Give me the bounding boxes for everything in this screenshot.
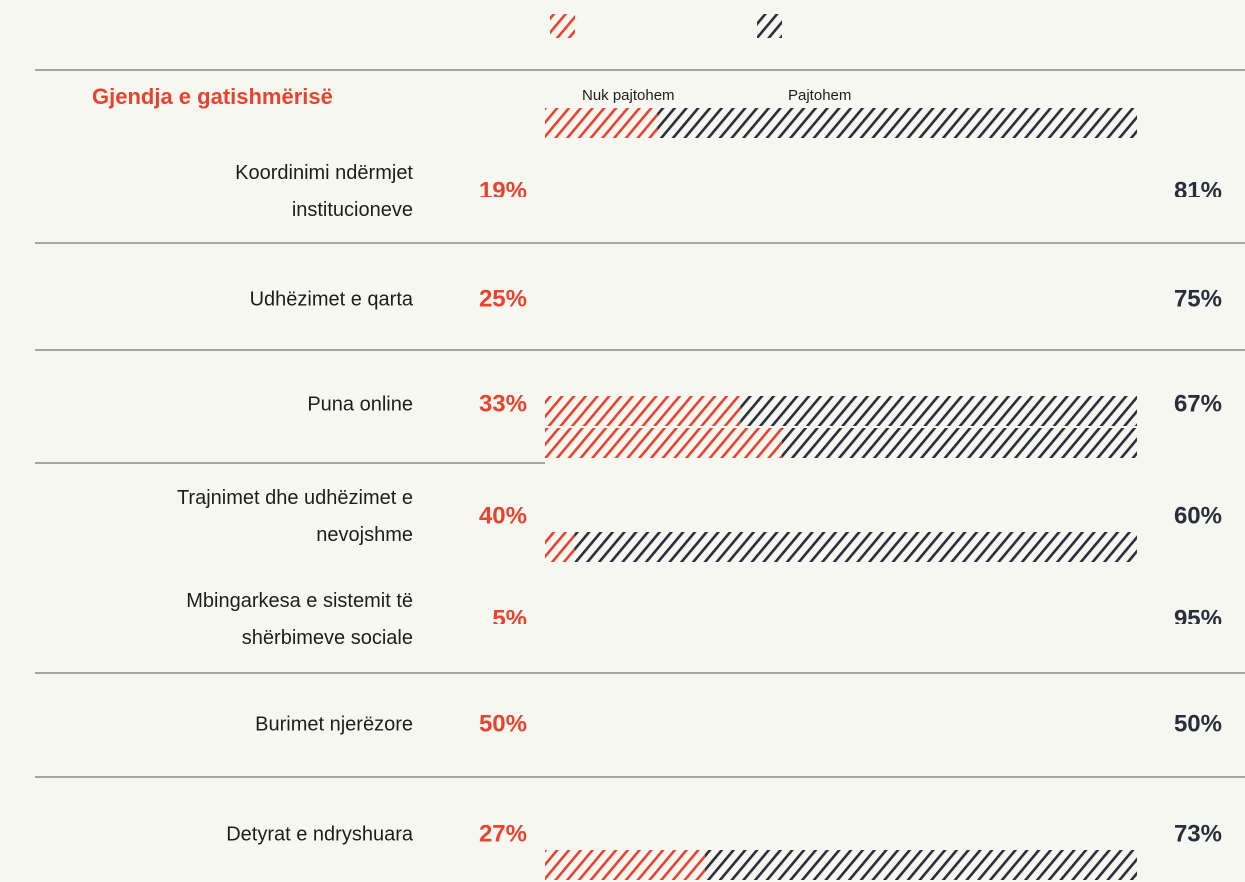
bar-segment xyxy=(574,532,1137,562)
bar-segment xyxy=(545,396,741,426)
value-label: 60% xyxy=(1174,502,1222,529)
value-label: 50% xyxy=(479,710,527,737)
category-label: Detyrat e ndryshuara xyxy=(226,823,413,846)
value-label: 81% xyxy=(1174,177,1222,204)
bar-segment xyxy=(657,108,1137,138)
bar-segment xyxy=(545,850,705,880)
legend-swatch xyxy=(550,14,575,38)
value-label: 27% xyxy=(479,820,527,847)
value-label: 95% xyxy=(1174,605,1222,632)
category-label: Burimet njerëzore xyxy=(255,713,413,736)
value-label: 67% xyxy=(1174,390,1222,417)
value-label: 33% xyxy=(479,390,527,417)
value-label: 50% xyxy=(1174,710,1222,737)
bar-segment xyxy=(545,428,782,458)
category-label: Koordinimi ndërmjet institucioneve xyxy=(235,162,413,221)
category-label: Puna online xyxy=(307,393,413,416)
category-label: Mbingarkesa e sistemit të shërbimeve soc… xyxy=(186,590,413,649)
legend-swatch xyxy=(757,14,782,38)
separators xyxy=(35,69,1245,778)
value-label: 40% xyxy=(479,502,527,529)
value-label: 19% xyxy=(479,177,527,204)
value-label: 25% xyxy=(479,285,527,312)
category-label: Trajnimet dhe udhëzimet e nevojshme xyxy=(176,487,413,546)
legend-label: Nuk pajtohem xyxy=(582,87,675,104)
value-label: 5% xyxy=(492,605,527,632)
value-label: 73% xyxy=(1174,820,1222,847)
value-label: 75% xyxy=(1174,285,1222,312)
bar-segment xyxy=(545,108,658,138)
legend-label: Pajtohem xyxy=(788,87,851,104)
category-label: Udhëzimet e qarta xyxy=(249,288,413,311)
bar-segment xyxy=(545,532,575,562)
chart-title: Gjendja e gatishmërisë xyxy=(92,84,333,109)
bar-segment xyxy=(740,396,1137,426)
bar-segment xyxy=(781,428,1137,458)
bar-segment xyxy=(704,850,1137,880)
